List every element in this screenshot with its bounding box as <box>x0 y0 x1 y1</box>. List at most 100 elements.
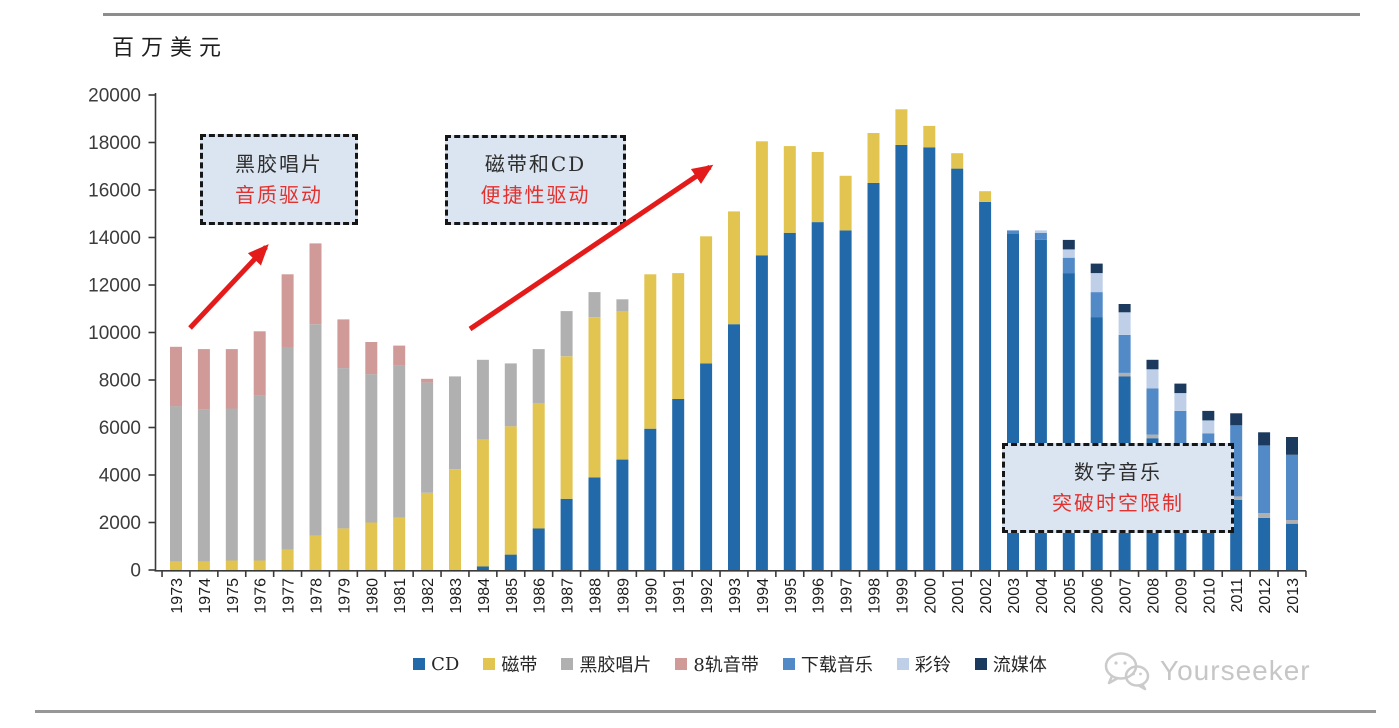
x-tick-label-1977: 1977 <box>281 578 298 614</box>
legend-label-黑胶唱片: 黑胶唱片 <box>579 655 652 676</box>
x-tick-label-2006: 2006 <box>1090 578 1107 614</box>
bar-segment-2006-下载音乐 <box>1090 292 1103 317</box>
bar-segment-1992-磁带 <box>700 236 713 364</box>
bar-segment-2007-下载音乐 <box>1118 334 1131 373</box>
bar-segment-2011-黑胶唱片 <box>1230 496 1243 500</box>
x-tick-label-1993: 1993 <box>727 578 744 614</box>
x-tick-label-1974: 1974 <box>197 578 214 614</box>
bar-segment-1989-CD <box>616 459 629 570</box>
legend-label-流媒体: 流媒体 <box>992 655 1047 676</box>
x-tick-label-2009: 2009 <box>1173 578 1190 614</box>
y-axis-unit-label: 百万美元 <box>112 36 229 61</box>
x-tick-label-2000: 2000 <box>922 578 939 614</box>
bar-segment-1998-CD <box>867 182 880 570</box>
bar-segment-2013-下载音乐 <box>1286 454 1298 521</box>
bar-segment-1975-磁带 <box>225 560 238 570</box>
bar-segment-1996-CD <box>811 222 824 570</box>
bar-segment-1982-黑胶唱片 <box>421 382 434 493</box>
bar-segment-2012-黑胶唱片 <box>1258 513 1271 518</box>
legend-label-8轨音带: 8轨音带 <box>693 655 759 676</box>
bar-segment-1974-磁带 <box>197 561 210 570</box>
legend-label-CD: CD <box>431 653 460 675</box>
legend-item-彩铃: 彩铃 <box>896 651 951 677</box>
bar-segment-1979-磁带 <box>337 528 350 570</box>
legend-swatch-8轨音带 <box>675 658 688 670</box>
bar-segment-1984-磁带 <box>476 439 489 567</box>
bar-segment-1981-黑胶唱片 <box>393 365 406 518</box>
legend-swatch-下载音乐 <box>782 658 795 670</box>
legend-label-彩铃: 彩铃 <box>914 655 951 676</box>
bar-segment-1976-磁带 <box>253 560 266 570</box>
legend-swatch-彩铃 <box>896 658 909 670</box>
bar-segment-1973-8轨音带 <box>170 346 182 407</box>
bar-segment-1978-磁带 <box>309 535 322 570</box>
annotation-vinyl-subtitle: 音质驱动 <box>235 182 323 207</box>
x-tick-label-1975: 1975 <box>225 578 242 614</box>
watermark: Yourseeker <box>1102 650 1311 692</box>
bar-segment-1977-磁带 <box>281 549 294 570</box>
bar-segment-2010-流媒体 <box>1202 410 1215 421</box>
bar-segment-1976-8轨音带 <box>253 331 266 396</box>
bar-segment-1983-磁带 <box>449 469 461 570</box>
annotation-digital-title: 数字音乐 <box>1074 460 1162 484</box>
bar-segment-2007-彩铃 <box>1118 312 1131 335</box>
legend-swatch-流媒体 <box>974 658 987 670</box>
x-tick-label-1982: 1982 <box>420 578 437 614</box>
legend-swatch-黑胶唱片 <box>561 658 574 670</box>
bar-segment-1995-CD <box>783 232 796 571</box>
x-tick-label-1999: 1999 <box>894 578 911 614</box>
bar-segment-2013-流媒体 <box>1286 437 1298 455</box>
legend-item-8轨音带: 8轨音带 <box>675 651 759 677</box>
bar-segment-1983-黑胶唱片 <box>449 376 461 469</box>
y-tick-label-6000: 6000 <box>99 418 141 439</box>
y-tick-label-12000: 12000 <box>88 276 141 297</box>
y-tick-label-20000: 20000 <box>88 86 141 107</box>
bar-segment-1999-磁带 <box>895 109 908 145</box>
bar-segment-2009-下载音乐 <box>1174 410 1187 445</box>
bar-segment-1982-磁带 <box>421 492 434 570</box>
bar-segment-2008-下载音乐 <box>1146 388 1159 435</box>
legend-swatch-磁带 <box>483 658 496 670</box>
x-tick-label-1979: 1979 <box>336 578 353 614</box>
bar-segment-1982-8轨音带 <box>421 378 434 383</box>
bar-segment-1981-磁带 <box>393 517 406 571</box>
x-tick-label-1981: 1981 <box>392 578 409 614</box>
bar-segment-1999-CD <box>895 144 908 570</box>
y-tick-label-14000: 14000 <box>88 228 141 249</box>
bar-segment-1990-CD <box>644 428 657 570</box>
bar-segment-2000-磁带 <box>923 125 936 148</box>
bar-segment-2009-彩铃 <box>1174 393 1187 411</box>
bar-segment-1987-CD <box>560 498 573 571</box>
bar-segment-1993-CD <box>728 324 740 570</box>
x-tick-label-1978: 1978 <box>309 578 326 614</box>
bar-segment-1986-CD <box>532 528 545 570</box>
bar-segment-1988-黑胶唱片 <box>588 292 601 317</box>
bar-segment-1979-8轨音带 <box>337 319 350 369</box>
x-tick-label-1973: 1973 <box>169 578 186 614</box>
bar-segment-1989-磁带 <box>616 311 629 460</box>
bar-segment-1985-黑胶唱片 <box>504 363 517 427</box>
legend-swatch-CD <box>413 658 426 670</box>
bar-segment-1985-CD <box>504 554 517 570</box>
x-tick-label-1976: 1976 <box>253 578 270 614</box>
bar-segment-2009-流媒体 <box>1174 383 1187 394</box>
legend-item-流媒体: 流媒体 <box>974 651 1047 677</box>
bar-segment-1990-磁带 <box>644 274 657 429</box>
bar-segment-1991-CD <box>672 399 685 570</box>
x-tick-label-1994: 1994 <box>755 578 772 614</box>
bar-segment-1974-8轨音带 <box>197 349 210 410</box>
bar-segment-2013-黑胶唱片 <box>1286 520 1298 524</box>
legend-item-下载音乐: 下载音乐 <box>782 651 873 677</box>
bottom-divider <box>35 710 1376 713</box>
bar-segment-1988-磁带 <box>588 317 601 478</box>
y-tick-label-2000: 2000 <box>99 513 141 534</box>
x-tick-label-1996: 1996 <box>811 578 828 614</box>
x-tick-label-2001: 2001 <box>950 578 967 614</box>
bar-segment-1973-黑胶唱片 <box>170 406 182 562</box>
bar-segment-2012-流媒体 <box>1258 432 1271 446</box>
legend-item-CD: CD <box>413 654 459 675</box>
bar-segment-2005-彩铃 <box>1062 249 1075 258</box>
bar-segment-1989-黑胶唱片 <box>616 299 629 312</box>
